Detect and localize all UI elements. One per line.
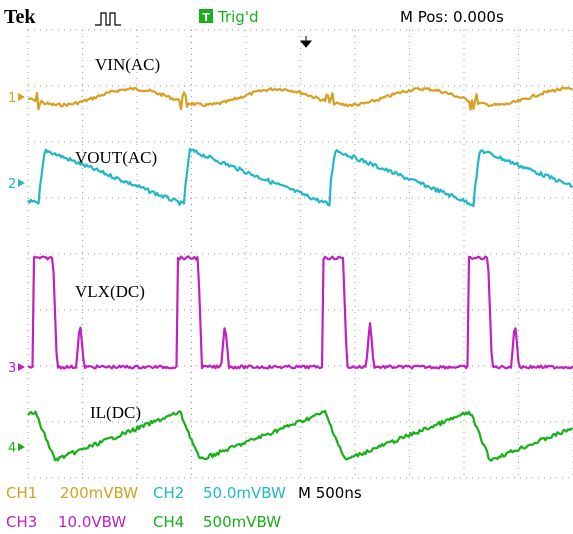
channel-marker: 1: [8, 91, 16, 106]
ch3-scale: 10.0VBW: [58, 513, 126, 531]
trace-label: VIN(AC): [95, 55, 160, 74]
trace-label: VLX(DC): [75, 282, 145, 301]
trace-label: VOUT(AC): [75, 148, 157, 167]
trigger-badge-box: [199, 9, 213, 23]
channel-arrow: [18, 93, 25, 101]
ch2-name: CH2: [153, 484, 184, 502]
ch4-name: CH4: [153, 513, 184, 531]
ch1-scale: 200mVBW: [60, 484, 138, 502]
timebase: M 500ns: [298, 484, 362, 502]
ch2-scale: 50.0mVBW: [203, 484, 286, 502]
ch1-name: CH1: [6, 484, 37, 502]
trace-1: [27, 86, 573, 111]
channel-marker: 3: [8, 361, 16, 376]
trigger-icon: [95, 12, 121, 26]
waveforms: [27, 86, 573, 462]
channel-arrow: [18, 179, 25, 187]
trace-4: [27, 409, 573, 462]
trace-label: IL(DC): [90, 403, 141, 422]
trace-3: [27, 255, 573, 370]
trigger-status: Trig'd: [217, 8, 258, 26]
channel-arrow: [18, 443, 25, 451]
ch3-name: CH3: [6, 513, 37, 531]
channel-marker: 4: [8, 441, 16, 456]
trace-2: [27, 147, 573, 208]
position: M Pos: 0.000s: [400, 8, 504, 26]
ch4-scale: 500mVBW: [203, 513, 281, 531]
trigger-badge: T: [202, 11, 210, 24]
trigger-arrow: [299, 36, 313, 48]
footer: CH1 200mVBW CH2 50.0mVBW M 500ns CH3 10.…: [6, 484, 362, 531]
brand: Tek: [4, 6, 36, 28]
channel-arrow: [18, 363, 25, 371]
trace-labels: 1 VIN(AC) 2 VOUT(AC) 3 VLX(DC) 4 IL(DC): [8, 55, 160, 456]
channel-marker: 2: [8, 177, 16, 192]
